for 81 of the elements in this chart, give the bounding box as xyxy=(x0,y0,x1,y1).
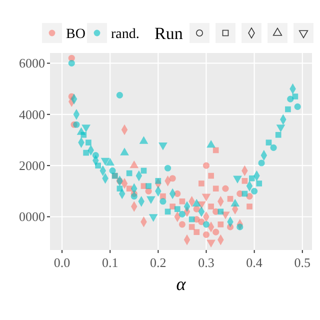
point xyxy=(179,198,186,204)
y-tick-label: 2000 xyxy=(19,158,45,174)
point xyxy=(294,103,301,110)
point xyxy=(222,185,229,192)
point xyxy=(198,180,204,186)
point xyxy=(164,164,172,172)
point xyxy=(194,229,200,236)
point xyxy=(202,162,210,169)
point xyxy=(285,106,291,112)
point xyxy=(164,208,171,215)
point xyxy=(86,140,92,146)
point xyxy=(169,175,176,182)
x-tick-label: 0.3 xyxy=(198,255,214,270)
point xyxy=(130,192,138,200)
point xyxy=(208,204,214,210)
point xyxy=(198,218,205,226)
point xyxy=(146,183,152,189)
point xyxy=(170,204,176,210)
x-tick-label: 0.0 xyxy=(54,255,70,270)
point xyxy=(83,150,89,156)
point xyxy=(248,175,255,182)
point xyxy=(155,178,162,184)
x-axis-title: α xyxy=(176,274,186,294)
y-tick-label: 6000 xyxy=(19,56,45,71)
point xyxy=(206,140,216,148)
point xyxy=(256,180,262,186)
point xyxy=(275,132,282,138)
point xyxy=(158,142,168,150)
legend-label: rand. xyxy=(111,27,140,42)
point xyxy=(192,198,202,207)
point xyxy=(218,222,224,228)
point xyxy=(292,94,298,100)
point xyxy=(139,136,148,144)
point xyxy=(212,147,219,154)
point xyxy=(202,194,211,202)
point xyxy=(188,224,195,230)
point xyxy=(202,221,210,228)
legend-label: BO xyxy=(66,27,86,42)
point xyxy=(116,92,123,98)
point xyxy=(266,140,272,146)
point xyxy=(73,121,80,128)
point xyxy=(130,160,139,168)
point xyxy=(246,204,252,210)
point xyxy=(178,221,186,228)
point xyxy=(202,231,210,238)
y-tick-label: 4000 xyxy=(19,106,45,122)
point xyxy=(126,186,132,192)
point xyxy=(206,240,216,248)
point xyxy=(236,224,244,230)
point xyxy=(246,192,253,200)
point xyxy=(287,96,294,102)
point xyxy=(270,144,277,151)
point xyxy=(178,210,186,218)
point xyxy=(242,178,248,184)
point xyxy=(251,188,258,194)
point xyxy=(120,148,129,156)
point xyxy=(276,124,286,132)
y-tick-label: 0000 xyxy=(19,209,45,224)
point xyxy=(230,198,240,207)
point xyxy=(146,196,156,204)
point xyxy=(212,228,220,236)
point xyxy=(95,162,101,168)
point xyxy=(218,208,224,215)
point xyxy=(258,160,265,166)
x-tick-label: 0.2 xyxy=(150,255,166,270)
point xyxy=(233,176,242,184)
point xyxy=(106,158,115,166)
point xyxy=(100,158,110,166)
point xyxy=(208,172,214,179)
point xyxy=(68,60,75,67)
x-tick-label: 0.4 xyxy=(246,255,263,270)
point xyxy=(174,206,180,212)
point xyxy=(76,127,86,135)
point xyxy=(148,214,158,222)
point xyxy=(82,124,90,132)
point xyxy=(160,198,166,205)
x-tick-label: 0.5 xyxy=(294,255,311,270)
x-tick-label: 0.1 xyxy=(102,255,118,270)
point xyxy=(212,186,219,192)
point xyxy=(109,167,116,174)
legend-title: Run xyxy=(154,24,184,43)
